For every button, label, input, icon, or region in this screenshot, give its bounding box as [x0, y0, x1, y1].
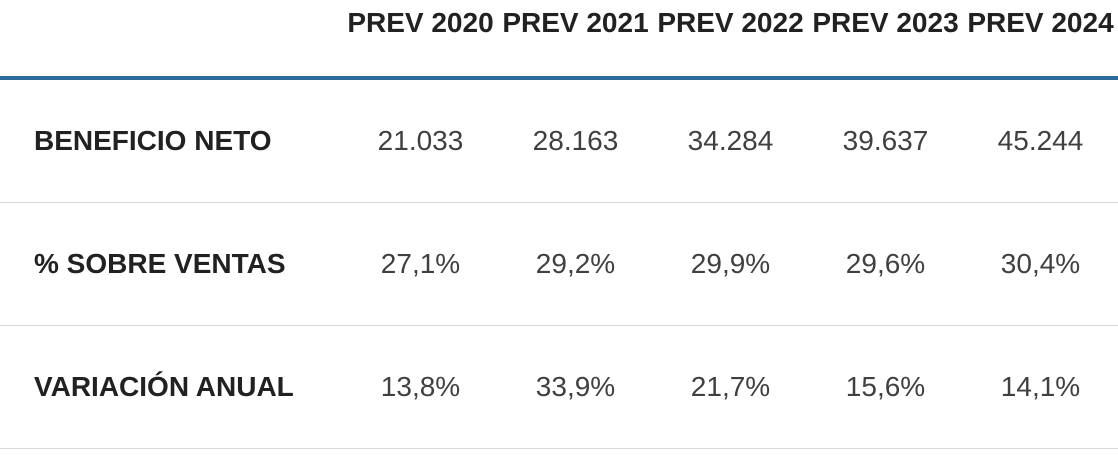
table-cell: 29,6%	[845, 248, 926, 279]
row-label: % SOBRE VENTAS	[34, 248, 286, 279]
column-header-prev-2021: PREV 2021	[502, 7, 649, 38]
table-cell: 28.163	[532, 125, 619, 156]
table-cell: 29,2%	[535, 248, 616, 279]
table-row-sobre-ventas: % SOBRE VENTAS 27,1% 29,2% 29,9% 29,6% 3…	[0, 203, 1118, 326]
table-cell: 13,8%	[380, 371, 461, 402]
table-cell: 21,7%	[690, 371, 771, 402]
table-cell: 15,6%	[845, 371, 926, 402]
table-header-row: PREV 2020 PREV 2021 PREV 2022 PREV 2023 …	[0, 0, 1118, 80]
table-row-beneficio-neto: BENEFICIO NETO 21.033 28.163 34.284 39.6…	[0, 80, 1118, 203]
row-label: VARIACIÓN ANUAL	[34, 371, 294, 402]
table-cell: 34.284	[687, 125, 774, 156]
table-cell: 39.637	[842, 125, 929, 156]
column-header-prev-2024: PREV 2024	[967, 7, 1114, 38]
column-header-prev-2022: PREV 2022	[657, 7, 804, 38]
table-cell: 33,9%	[535, 371, 616, 402]
table-cell: 14,1%	[1000, 371, 1081, 402]
row-label: BENEFICIO NETO	[34, 125, 272, 156]
table-cell: 45.244	[997, 125, 1084, 156]
table-cell: 27,1%	[380, 248, 461, 279]
table-row-variacion-anual: VARIACIÓN ANUAL 13,8% 33,9% 21,7% 15,6% …	[0, 326, 1118, 449]
table-cell: 29,9%	[690, 248, 771, 279]
column-header-prev-2020: PREV 2020	[347, 7, 494, 38]
column-header-prev-2023: PREV 2023	[812, 7, 959, 38]
table-cell: 21.033	[377, 125, 464, 156]
table-cell: 30,4%	[1000, 248, 1081, 279]
